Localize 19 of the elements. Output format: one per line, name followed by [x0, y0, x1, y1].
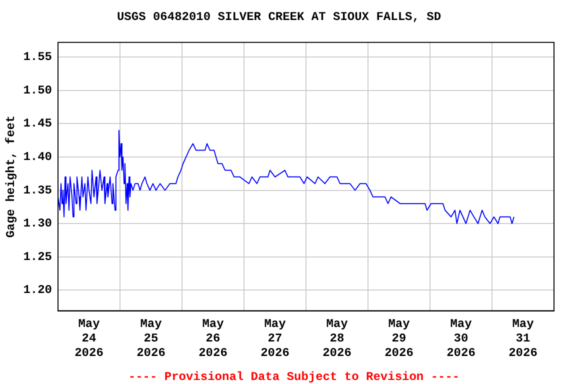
- y-tick-label: 1.50: [23, 83, 52, 98]
- chart-title: USGS 06482010 SILVER CREEK AT SIOUX FALLS, SD: [116, 10, 442, 24]
- x-tick-label: May 30 2026: [446, 317, 476, 360]
- x-tick-label: May 28 2026: [322, 317, 352, 360]
- y-tick-label: 1.55: [23, 50, 52, 64]
- y-tick-label: 1.20: [23, 283, 52, 298]
- x-tick-label: May 29 2026: [384, 317, 414, 360]
- y-tick-label: 1.25: [23, 250, 52, 264]
- y-tick-label: 1.30: [23, 216, 52, 231]
- x-tick-label: May 31 2026: [508, 317, 538, 360]
- x-tick-label: May 24 2026: [74, 317, 104, 360]
- y-tick-label: 1.40: [23, 150, 52, 164]
- x-tick-label: May 26 2026: [198, 317, 228, 360]
- y-tick-label: 1.45: [23, 116, 52, 131]
- text: ---- Provisional Data Subject to Revision ----: [128, 370, 460, 384]
- x-tick-label: May 25 2026: [136, 317, 166, 360]
- y-tick-label: 1.35: [23, 183, 52, 198]
- x-tick-label: May 27 2026: [260, 317, 290, 360]
- y-axis-title: Gage height, feet: [4, 115, 18, 238]
